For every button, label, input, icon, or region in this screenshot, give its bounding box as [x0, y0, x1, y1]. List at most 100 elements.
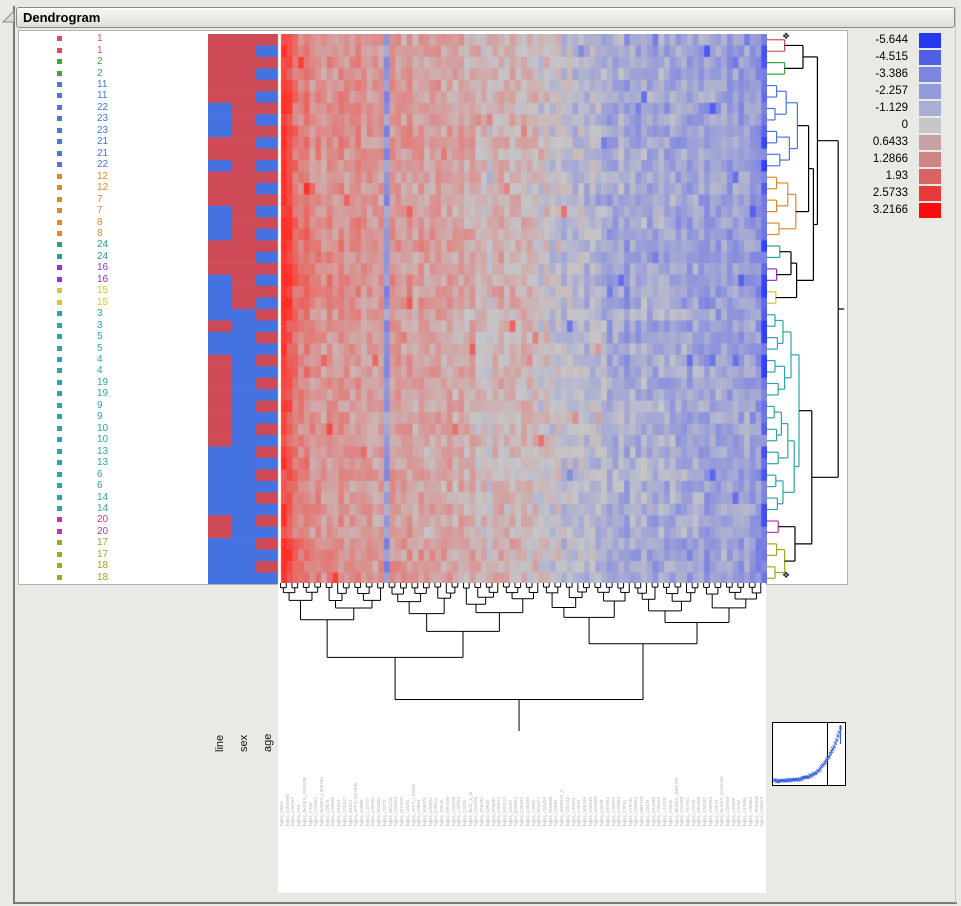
row-marker-icon[interactable]	[57, 483, 62, 489]
row-label[interactable]: 4	[97, 365, 103, 377]
row-marker-icon[interactable]	[57, 59, 62, 65]
row-marker-icon[interactable]	[57, 551, 62, 557]
row-label[interactable]: 20	[97, 514, 109, 526]
row-marker-icon[interactable]	[57, 505, 62, 511]
column-dendrogram[interactable]	[278, 583, 766, 733]
row-marker-icon[interactable]	[57, 288, 62, 294]
row-label[interactable]: 14	[97, 502, 109, 514]
row-label[interactable]: 18	[97, 571, 109, 583]
row-marker-icon[interactable]	[57, 322, 62, 328]
row-label[interactable]: 7	[97, 205, 103, 217]
row-label[interactable]: 17	[97, 548, 109, 560]
row-label[interactable]: 21	[97, 136, 109, 148]
row-marker-icon[interactable]	[57, 379, 62, 385]
row-marker-icon[interactable]	[57, 471, 62, 477]
row-marker-icon[interactable]	[57, 402, 62, 408]
two-way-clustering-heatmap[interactable]	[208, 34, 767, 584]
row-label[interactable]: 2	[97, 67, 103, 79]
distance-scree-inset[interactable]	[772, 722, 846, 786]
row-marker-icon[interactable]	[57, 414, 62, 420]
row-label[interactable]: 6	[97, 468, 103, 480]
row-marker-icon[interactable]	[57, 253, 62, 259]
row-label[interactable]: 10	[97, 422, 109, 434]
row-label[interactable]: 12	[97, 170, 109, 182]
row-label[interactable]: 24	[97, 250, 109, 262]
row-label[interactable]: 16	[97, 273, 109, 285]
row-label[interactable]: 23	[97, 113, 109, 125]
row-label[interactable]: 11	[97, 79, 108, 91]
row-marker-icon[interactable]	[57, 494, 62, 500]
row-marker-icon[interactable]	[57, 391, 62, 397]
row-label[interactable]: 8	[97, 216, 103, 228]
row-marker-icon[interactable]	[57, 93, 62, 99]
row-marker-icon[interactable]	[57, 276, 62, 282]
row-label[interactable]: 14	[97, 491, 109, 503]
row-label[interactable]: 1	[97, 33, 103, 45]
row-marker-icon[interactable]	[57, 334, 62, 340]
row-dendrogram[interactable]	[767, 34, 847, 584]
row-label[interactable]: 19	[97, 388, 109, 400]
row-label[interactable]: 13	[97, 445, 109, 457]
row-label[interactable]: 22	[97, 159, 109, 171]
row-label[interactable]: 11	[97, 90, 108, 102]
row-marker-icon[interactable]	[57, 82, 62, 88]
row-marker-icon[interactable]	[57, 242, 62, 248]
row-marker-icon[interactable]	[57, 425, 62, 431]
row-marker-icon[interactable]	[57, 116, 62, 122]
row-label[interactable]: 23	[97, 124, 109, 136]
row-marker-icon[interactable]	[57, 563, 62, 569]
row-marker-icon[interactable]	[57, 345, 62, 351]
row-marker-icon[interactable]	[57, 70, 62, 76]
row-label[interactable]: 9	[97, 411, 103, 423]
row-label[interactable]: 1	[97, 44, 103, 56]
row-label[interactable]: 13	[97, 457, 109, 469]
row-marker-icon[interactable]	[57, 528, 62, 534]
row-marker-icon[interactable]	[57, 139, 62, 145]
row-marker-icon[interactable]	[57, 448, 62, 454]
row-label[interactable]: 7	[97, 193, 103, 205]
row-marker-icon[interactable]	[57, 219, 62, 225]
row-marker-icon[interactable]	[57, 47, 62, 53]
row-label[interactable]: 6	[97, 480, 103, 492]
dendrogram-bottom-handle-icon[interactable]: ❖	[782, 570, 791, 580]
row-marker-icon[interactable]	[57, 208, 62, 214]
row-marker-icon[interactable]	[57, 127, 62, 133]
row-label[interactable]: 17	[97, 537, 109, 549]
row-label[interactable]: 15	[97, 285, 109, 297]
row-label[interactable]: 3	[97, 308, 103, 320]
row-marker-icon[interactable]	[57, 173, 62, 179]
row-marker-icon[interactable]	[57, 437, 62, 443]
row-label[interactable]: 21	[97, 147, 109, 159]
row-label[interactable]: 24	[97, 239, 109, 251]
row-marker-icon[interactable]	[57, 357, 62, 363]
row-label[interactable]: 18	[97, 560, 109, 572]
row-marker-icon[interactable]	[57, 104, 62, 110]
row-label[interactable]: 20	[97, 525, 109, 537]
row-label[interactable]: 9	[97, 399, 103, 411]
row-label[interactable]: 4	[97, 354, 103, 366]
disclosure-triangle-icon[interactable]	[2, 10, 15, 23]
row-marker-icon[interactable]	[57, 517, 62, 523]
row-marker-icon[interactable]	[57, 196, 62, 202]
row-marker-icon[interactable]	[57, 460, 62, 466]
row-label[interactable]: 2	[97, 56, 103, 68]
report-titlebar[interactable]: Dendrogram	[16, 7, 955, 28]
row-label[interactable]: 5	[97, 342, 103, 354]
row-label[interactable]: 5	[97, 331, 103, 343]
dendrogram-top-handle-icon[interactable]: ❖	[782, 31, 791, 41]
row-label[interactable]: 22	[97, 101, 109, 113]
row-label[interactable]: 8	[97, 227, 103, 239]
row-label[interactable]: 15	[97, 296, 109, 308]
row-label[interactable]: 10	[97, 434, 109, 446]
row-marker-icon[interactable]	[57, 162, 62, 168]
row-label[interactable]: 12	[97, 182, 109, 194]
row-marker-icon[interactable]	[57, 36, 62, 42]
row-marker-icon[interactable]	[57, 230, 62, 236]
row-marker-icon[interactable]	[57, 150, 62, 156]
row-marker-icon[interactable]	[57, 540, 62, 546]
row-marker-icon[interactable]	[57, 299, 62, 305]
row-label[interactable]: 3	[97, 319, 103, 331]
row-label[interactable]: 19	[97, 376, 109, 388]
row-label[interactable]: 16	[97, 262, 109, 274]
row-marker-icon[interactable]	[57, 368, 62, 374]
